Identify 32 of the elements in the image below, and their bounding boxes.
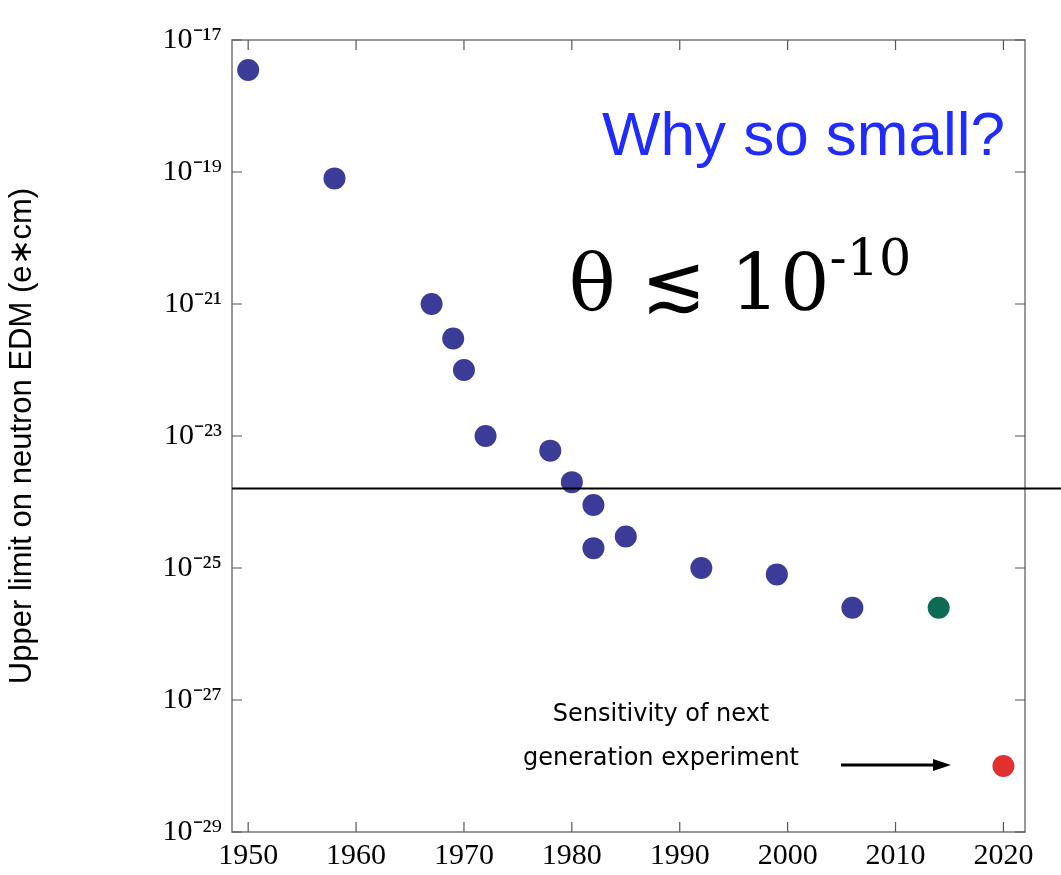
point (237, 59, 260, 82)
y-tick-label: 10⁻²³ (164, 416, 222, 450)
point (539, 439, 562, 462)
point (420, 293, 443, 315)
y-tick-label: 10⁻²⁵ (162, 548, 222, 582)
x-tick-label: 1960 (326, 836, 387, 870)
y-tick-label: 10⁻²⁷ (162, 680, 222, 714)
y-tick-label: 10⁻²¹ (164, 284, 222, 318)
annotation: Why so small? (601, 99, 1005, 168)
x-tick-label: 1980 (541, 836, 602, 870)
x-tick-label: 2010 (865, 836, 926, 870)
x-tick-label: 2000 (757, 836, 818, 870)
y-axis-title: Upper limit on neutron EDM (e∗cm) (3, 187, 39, 685)
point (841, 596, 864, 619)
y-tick-label: 10⁻¹⁹ (162, 152, 222, 186)
point (992, 755, 1015, 777)
point (765, 563, 788, 586)
point (927, 596, 950, 619)
x-tick-label: 2020 (973, 836, 1034, 870)
point (582, 537, 605, 560)
point (560, 471, 583, 494)
annotation: Sensitivity of next generation experiment (523, 699, 799, 771)
x-tick-label: 1970 (433, 836, 494, 870)
point (452, 359, 475, 381)
point (323, 167, 346, 190)
point (614, 525, 637, 548)
point (442, 327, 465, 350)
point (582, 494, 605, 517)
point (474, 425, 497, 447)
y-tick-label: 10⁻¹⁷ (162, 20, 222, 54)
x-tick-label: 1990 (649, 836, 710, 870)
point (690, 557, 713, 579)
